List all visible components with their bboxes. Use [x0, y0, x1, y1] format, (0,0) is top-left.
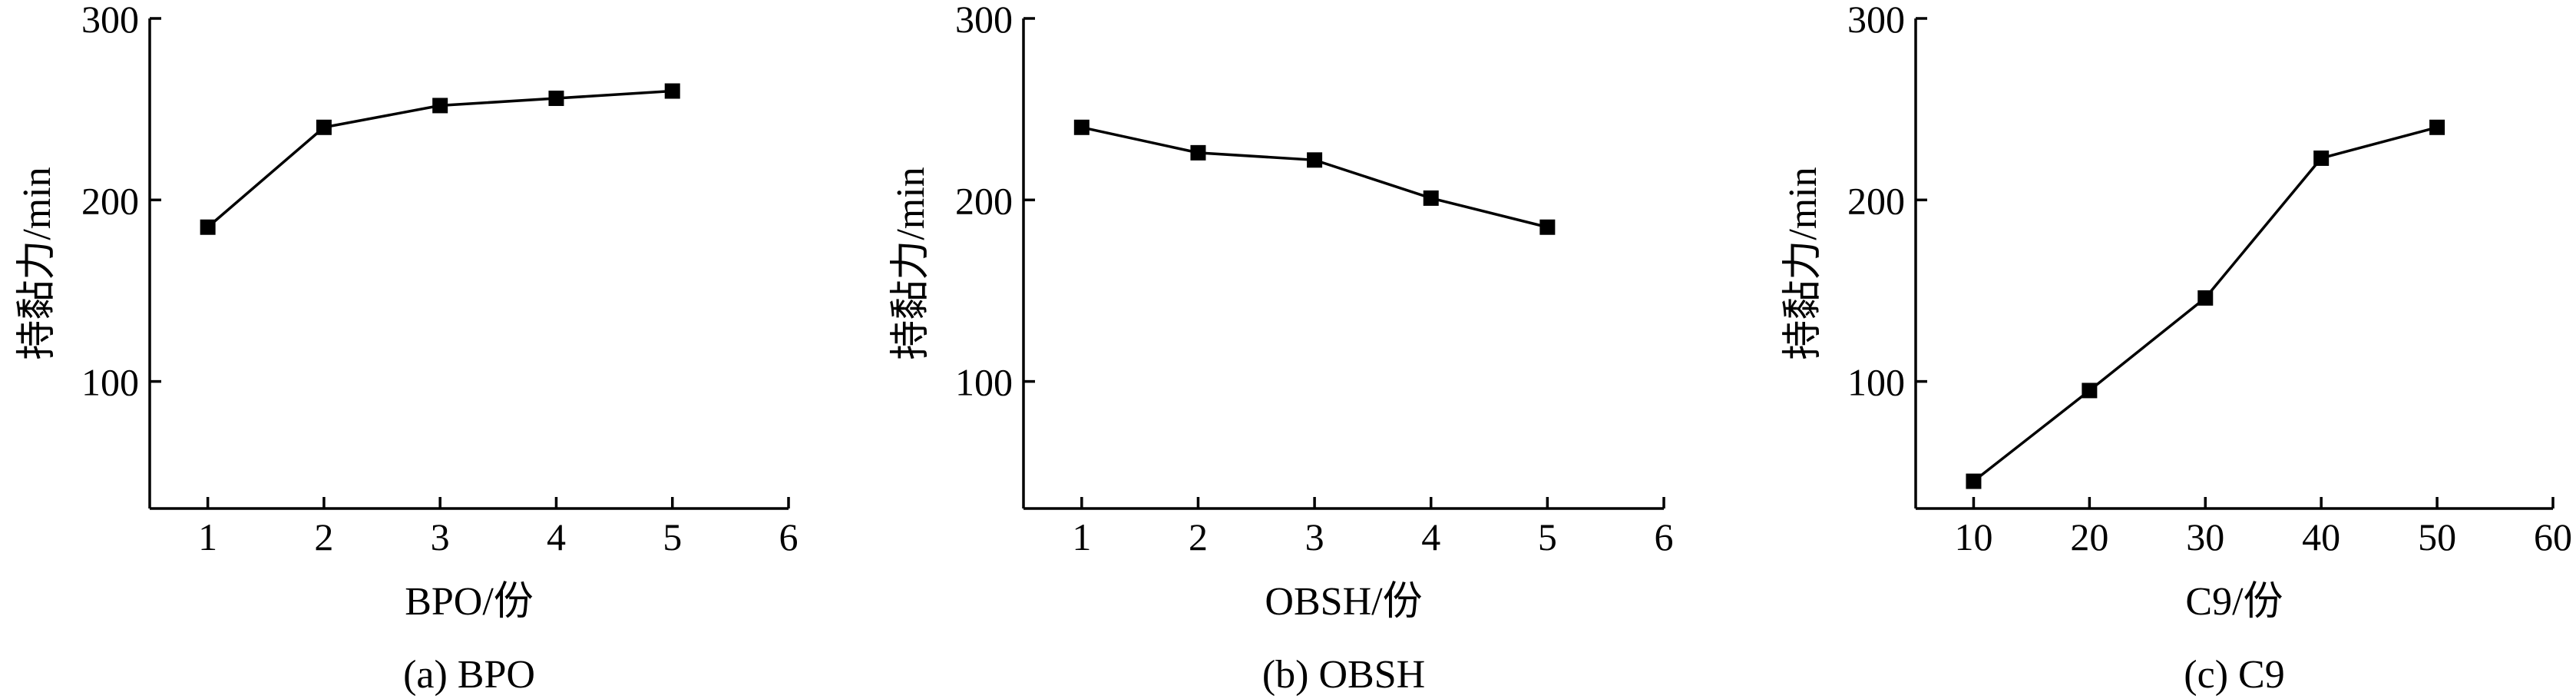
x-tick-label: 5 — [1538, 515, 1557, 558]
data-point — [1966, 473, 1982, 489]
y-tick-label: 200 — [1847, 179, 1905, 222]
x-tick-label: 6 — [779, 515, 799, 558]
x-tick-label: 2 — [1189, 515, 1208, 558]
x-tick-label: 40 — [2302, 515, 2340, 558]
data-point — [664, 83, 680, 99]
data-point — [316, 119, 332, 135]
y-tick-label: 100 — [81, 361, 139, 404]
y-axis-label: 持黏力/min — [889, 167, 933, 359]
x-axis-label: BPO/份 — [405, 580, 534, 624]
x-tick-label: 4 — [547, 515, 566, 558]
y-tick-label: 100 — [1847, 361, 1905, 404]
y-tick-label: 100 — [955, 361, 1013, 404]
x-tick-label: 20 — [2070, 515, 2108, 558]
y-tick-label: 200 — [955, 179, 1013, 222]
data-point — [548, 90, 564, 106]
data-point — [1190, 144, 1206, 161]
data-point — [432, 98, 448, 114]
series-line — [1081, 126, 1548, 229]
panel-caption: (b) OBSH — [1262, 653, 1425, 697]
data-point — [1423, 190, 1439, 206]
x-tick-label: 2 — [314, 515, 333, 558]
x-tick-label: 5 — [663, 515, 682, 558]
y-axis-label: 持黏力/min — [15, 167, 59, 359]
x-tick-label: 50 — [2418, 515, 2456, 558]
y-tick-label: 200 — [81, 179, 139, 222]
x-tick-label: 6 — [1655, 515, 1674, 558]
x-axis-label: OBSH/份 — [1265, 580, 1422, 624]
x-tick-label: 30 — [2186, 515, 2224, 558]
data-point — [2313, 150, 2330, 166]
panel-b: 100 200 300 1 2 3 4 5 6 OBSH/份 持黏力/min (b) OBSH — [889, 0, 1674, 697]
x-tick-label: 10 — [1954, 515, 1992, 558]
x-tick-label: 1 — [1072, 515, 1091, 558]
data-point — [200, 219, 216, 235]
x-tick-label: 3 — [431, 515, 450, 558]
y-tick-label: 300 — [81, 0, 139, 41]
panel-c: 100 200 300 10 20 30 40 50 60 C9/份 持黏力/min (c) C9 — [1781, 0, 2572, 697]
y-tick-label: 300 — [955, 0, 1013, 41]
panel-caption: (a) BPO — [403, 653, 535, 697]
x-tick-label: 4 — [1421, 515, 1440, 558]
panel-a: 100 200 300 1 2 3 4 5 6 BPO/份 持黏力/min (a) BPO — [15, 0, 799, 697]
panel-caption: (c) C9 — [2184, 653, 2284, 697]
x-tick-label: 3 — [1305, 515, 1324, 558]
data-point — [2429, 119, 2445, 135]
data-point — [1539, 219, 1556, 235]
data-point — [2082, 383, 2098, 399]
x-axis-label: C9/份 — [2185, 580, 2283, 624]
data-point — [1307, 152, 1323, 168]
data-point — [2197, 290, 2214, 306]
x-tick-label: 60 — [2534, 515, 2572, 558]
x-tick-label: 1 — [198, 515, 217, 558]
y-axis-label: 持黏力/min — [1781, 167, 1825, 359]
data-point — [1073, 119, 1090, 135]
y-tick-label: 300 — [1847, 0, 1905, 41]
